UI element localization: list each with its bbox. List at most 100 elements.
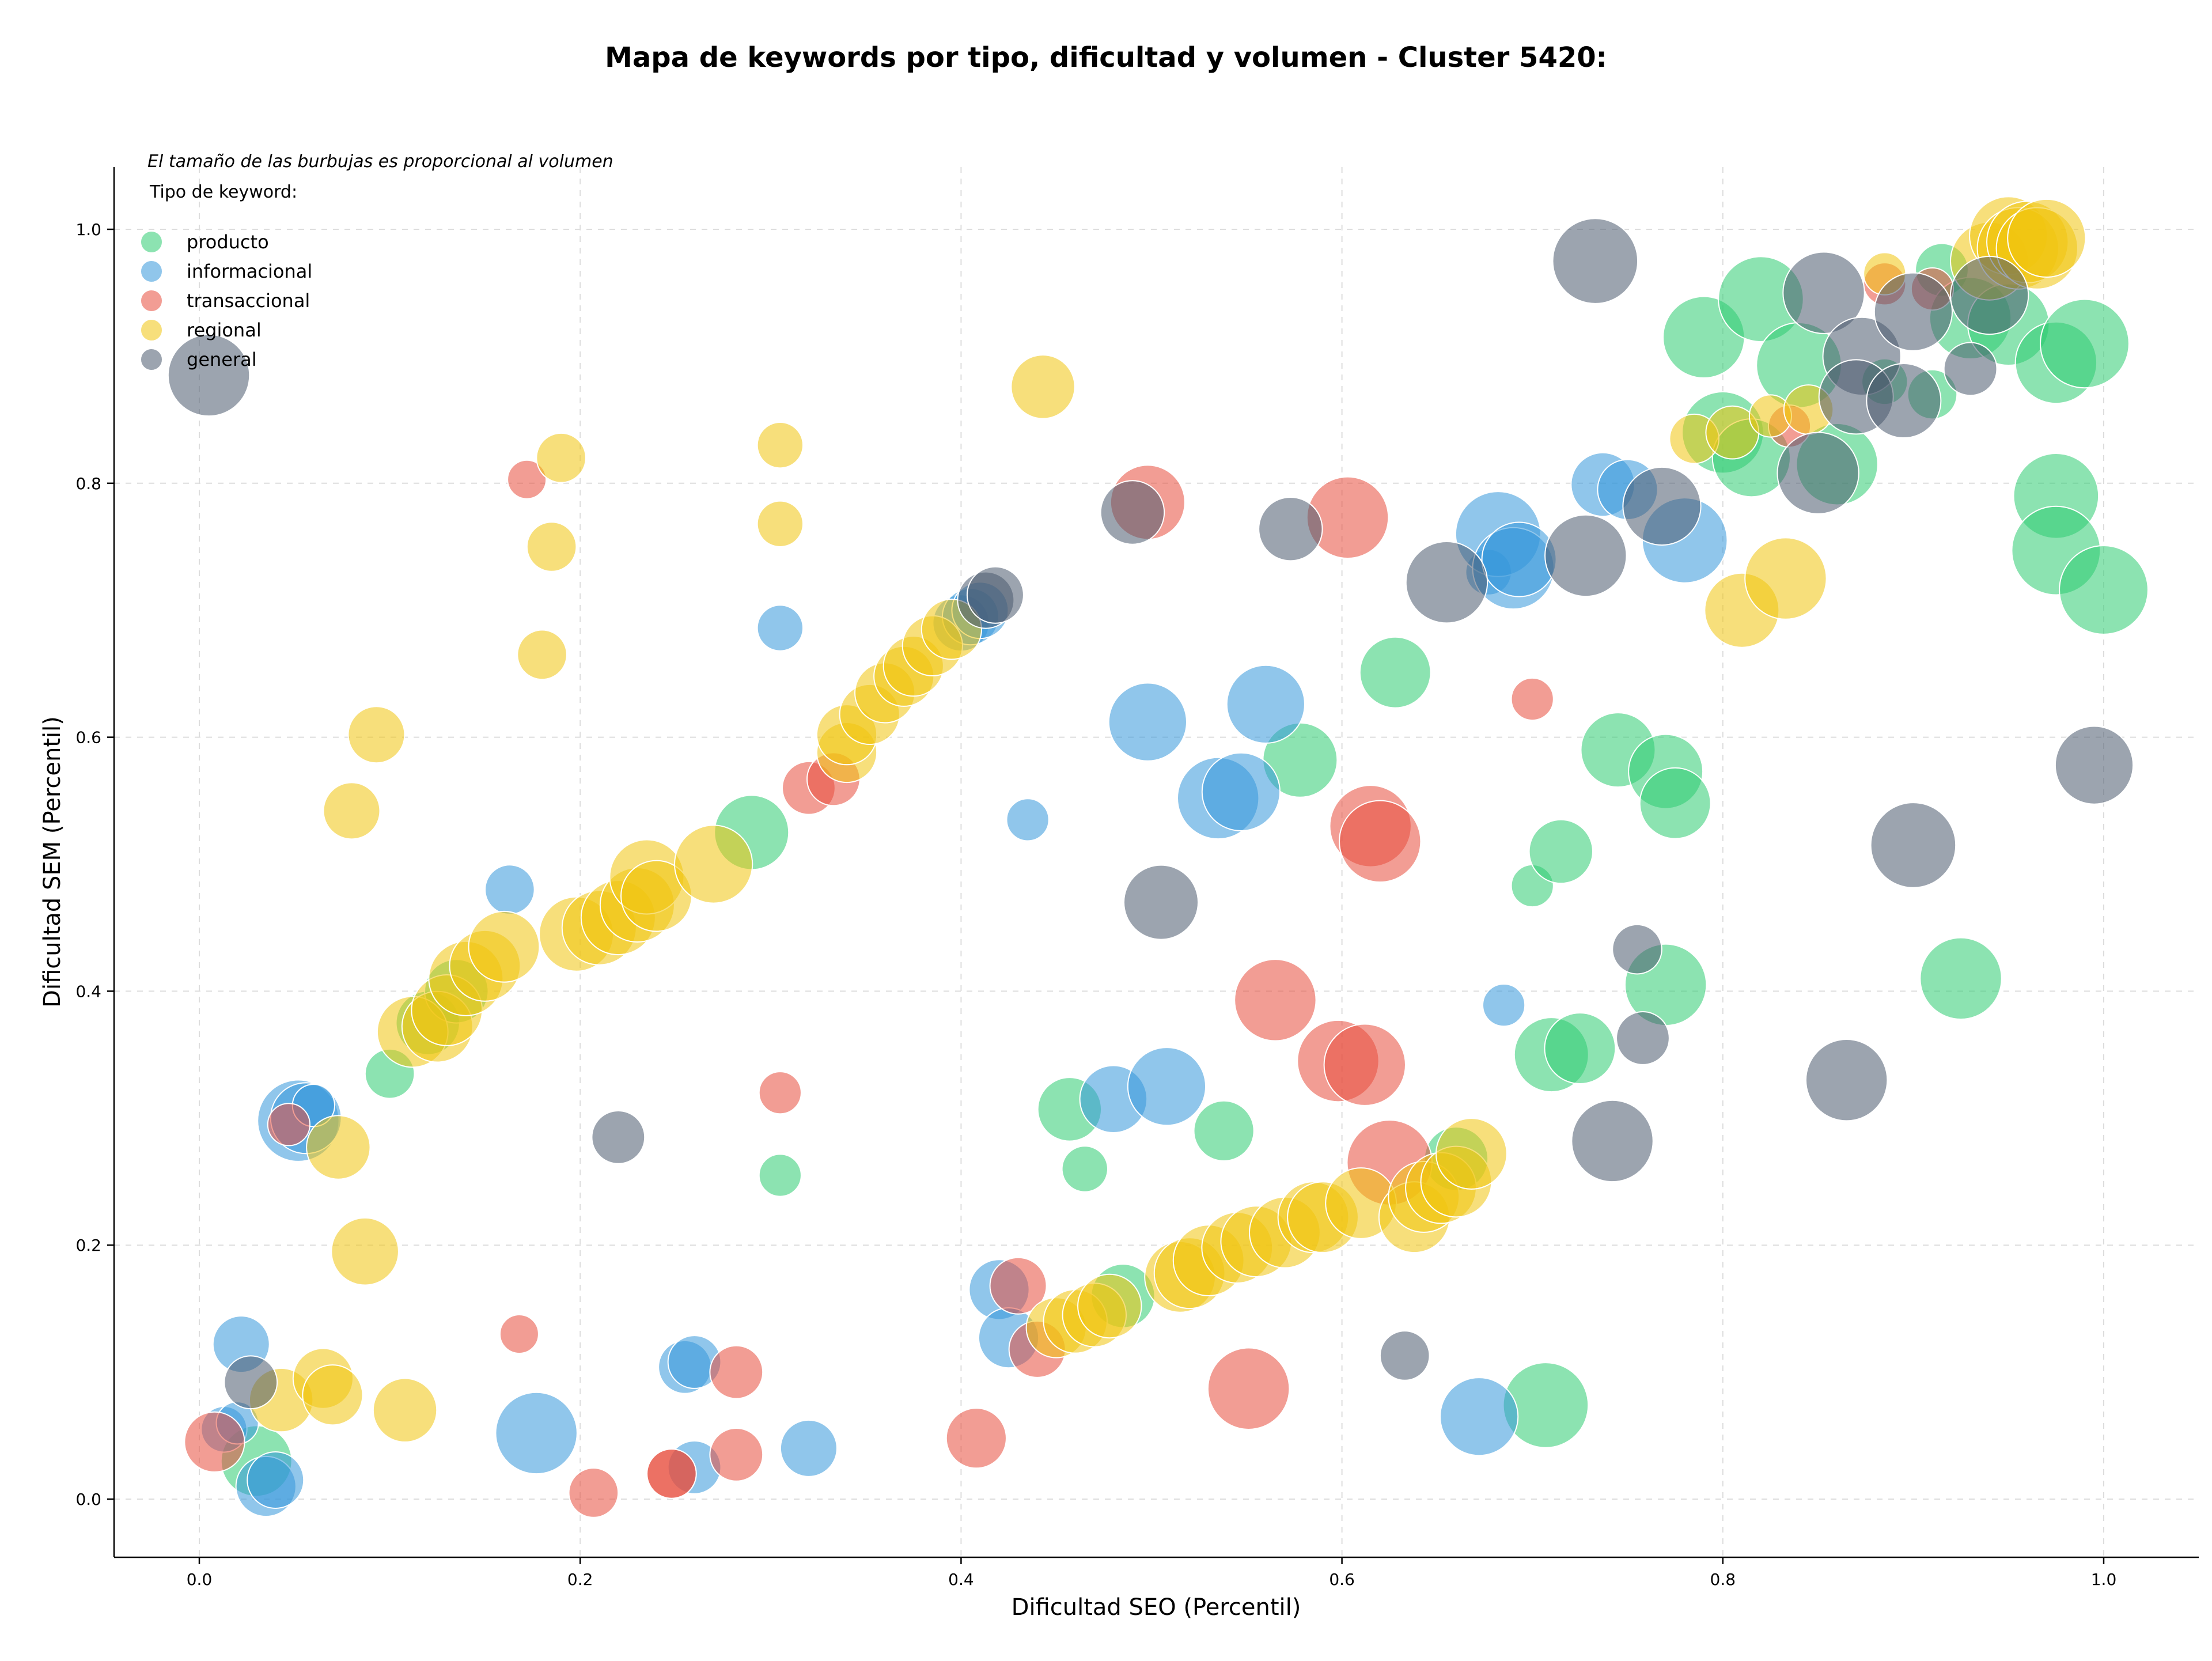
bubble-informacional bbox=[1226, 664, 1305, 744]
x-tick-label: 0.8 bbox=[1710, 1570, 1736, 1589]
y-tick-label: 1.0 bbox=[75, 220, 101, 239]
legend-label: general bbox=[187, 349, 257, 370]
bubble-transaccional bbox=[1339, 800, 1422, 883]
bubble-producto bbox=[2059, 545, 2149, 635]
bubble-regional bbox=[1435, 1118, 1508, 1190]
bubble-regional bbox=[302, 1364, 363, 1426]
bubble-informacional bbox=[1108, 682, 1187, 762]
bubble-transaccional bbox=[499, 1314, 539, 1354]
bubble-general bbox=[1950, 256, 2029, 335]
bubble-transaccional bbox=[1510, 677, 1554, 721]
bubble-general bbox=[224, 1355, 278, 1410]
bubble-informacional bbox=[779, 1419, 838, 1477]
bubble-producto bbox=[1528, 819, 1593, 884]
x-tick-label: 0.6 bbox=[1329, 1570, 1355, 1589]
bubble-general bbox=[167, 334, 251, 417]
bubble-regional bbox=[323, 782, 381, 840]
legend-item-general: general bbox=[140, 348, 257, 371]
legend-marker bbox=[140, 319, 163, 342]
bubble-informacional bbox=[1440, 1377, 1519, 1456]
x-tick-label: 0.2 bbox=[567, 1570, 593, 1589]
bubble-informacional bbox=[484, 864, 535, 915]
bubble-regional bbox=[306, 1115, 371, 1180]
legend-marker bbox=[140, 289, 163, 312]
bubble-transaccional bbox=[709, 1345, 764, 1399]
legend-item-transaccional: transaccional bbox=[140, 289, 310, 312]
bubble-regional bbox=[536, 432, 586, 483]
bubble-regional bbox=[1010, 354, 1075, 419]
legend-item-informacional: informacional bbox=[140, 260, 312, 283]
bubble-transaccional bbox=[945, 1408, 1007, 1469]
legend-label: transaccional bbox=[187, 290, 310, 312]
bubble-general bbox=[1805, 1038, 1888, 1122]
y-tick-label: 0.2 bbox=[75, 1236, 101, 1255]
bubble-regional bbox=[1744, 537, 1827, 620]
bubble-transaccional bbox=[267, 1103, 310, 1147]
bubble-transaccional bbox=[1323, 1023, 1406, 1106]
y-tick-label: 0.8 bbox=[75, 474, 101, 493]
ticks: 0.0 0.2 0.4 0.6 0.8 1.0 0.0 0.2 0.4 0.6 0.8 1.0 bbox=[75, 220, 2116, 1589]
bubble-general bbox=[1943, 342, 1998, 396]
bubble-general bbox=[966, 566, 1024, 624]
bubble-producto bbox=[1919, 937, 2002, 1020]
legend-title: Tipo de keyword: bbox=[149, 182, 297, 202]
bubble-regional bbox=[1077, 1273, 1142, 1339]
bubble-general bbox=[1622, 466, 1702, 546]
bubble-producto bbox=[1544, 1012, 1616, 1084]
legend-items: producto informacional transaccional region… bbox=[140, 230, 312, 371]
bubble-transaccional bbox=[1234, 959, 1317, 1042]
bubble-regional bbox=[756, 421, 804, 469]
legend-item-regional: regional bbox=[140, 319, 262, 342]
bubble-informacional bbox=[495, 1391, 578, 1475]
legend-marker bbox=[140, 260, 163, 283]
legend-marker bbox=[140, 230, 163, 253]
y-tick-label: 0.4 bbox=[75, 982, 101, 1001]
bubble-general bbox=[1552, 218, 1639, 304]
series-general bbox=[167, 218, 2134, 1410]
bubble-general bbox=[2054, 725, 2134, 805]
bubble-transaccional bbox=[507, 459, 547, 500]
bubble-regional bbox=[347, 706, 406, 764]
x-axis-label: Dificultad SEO (Percentil) bbox=[1012, 1594, 1301, 1621]
legend-item-producto: producto bbox=[140, 230, 269, 253]
bubble-general bbox=[1616, 1011, 1670, 1065]
bubble-general bbox=[1870, 802, 1957, 888]
bubble-informacional bbox=[1201, 752, 1281, 831]
bubble-producto bbox=[758, 1153, 802, 1197]
bubble-regional bbox=[517, 629, 567, 680]
bubble-general bbox=[1612, 924, 1662, 975]
bubble-transaccional bbox=[1207, 1347, 1290, 1430]
bubble-general bbox=[1866, 363, 1942, 439]
bubble-size-note: El tamaño de las burbujas es proporciona… bbox=[147, 152, 613, 172]
bubble-transaccional bbox=[646, 1448, 697, 1499]
bubble-general bbox=[1782, 251, 1865, 334]
bubble-producto bbox=[1193, 1100, 1255, 1161]
bubble-informacional bbox=[1127, 1047, 1207, 1126]
bubble-general bbox=[1123, 864, 1199, 940]
y-tick-label: 0.6 bbox=[75, 728, 101, 747]
bubble-transaccional bbox=[989, 1257, 1047, 1315]
bubble-general bbox=[1100, 480, 1165, 545]
bubble-general bbox=[591, 1110, 646, 1164]
y-axis-label: Dificultad SEM (Percentil) bbox=[39, 716, 66, 1008]
bubble-producto bbox=[1061, 1145, 1108, 1193]
bubble-transaccional bbox=[568, 1467, 619, 1518]
y-tick-label: 0.0 bbox=[75, 1490, 101, 1509]
bubble-regional bbox=[2007, 198, 2086, 278]
legend-label: producto bbox=[187, 231, 269, 253]
x-tick-label: 0.0 bbox=[187, 1570, 213, 1589]
bubble-producto bbox=[1359, 636, 1431, 709]
bubble-general bbox=[1258, 496, 1323, 562]
x-tick-label: 0.4 bbox=[948, 1570, 974, 1589]
bubble-regional bbox=[674, 824, 753, 904]
bubble-regional bbox=[756, 500, 804, 548]
bubble-transaccional bbox=[184, 1411, 245, 1473]
series-producto bbox=[220, 243, 2149, 1497]
bubble-producto bbox=[1639, 767, 1711, 839]
bubble-informacional bbox=[247, 1451, 305, 1509]
bubble-general bbox=[1405, 541, 1488, 624]
bubble-general bbox=[1379, 1330, 1430, 1381]
legend-label: regional bbox=[187, 319, 262, 341]
legend-marker bbox=[140, 348, 163, 371]
